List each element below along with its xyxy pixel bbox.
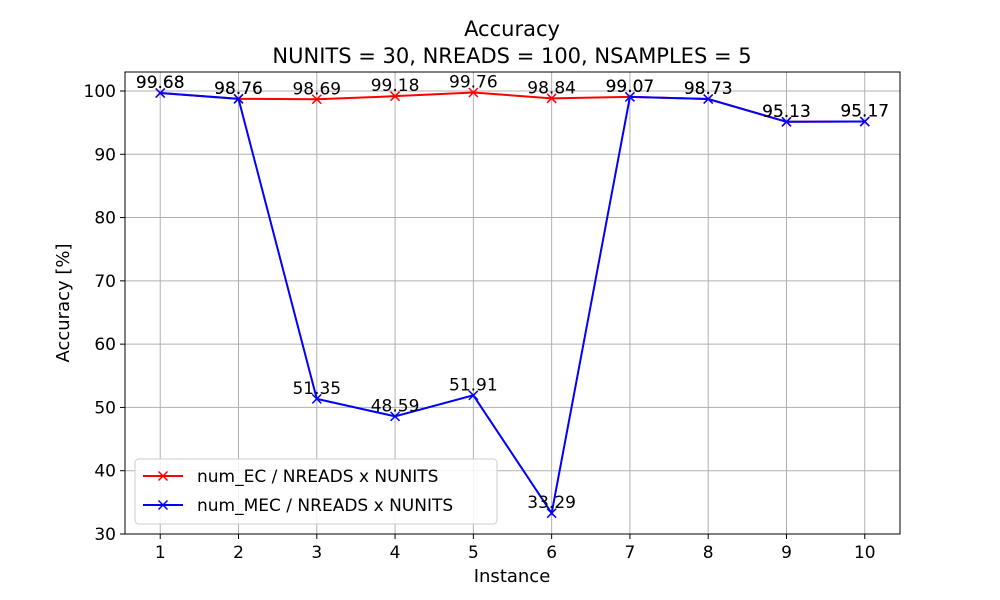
series-group (155, 87, 870, 519)
axis-ticks: 1 2 3 4 5 6 7 8 9 10 30 40 50 60 70 80 90 100 (84, 82, 876, 563)
data-label: 98.73 (684, 79, 733, 99)
x-tick-label: 2 (233, 543, 244, 563)
data-point-marker (390, 411, 401, 422)
series-line-2 (160, 92, 865, 516)
data-label: 95.17 (840, 102, 889, 122)
x-tick-label: 4 (390, 543, 401, 563)
data-point-marker (468, 87, 479, 98)
x-tick-label: 1 (155, 543, 166, 563)
data-point-marker (546, 508, 557, 519)
y-tick-label: 50 (94, 398, 116, 418)
data-label: 48.59 (371, 396, 420, 416)
data-label: 99.18 (371, 76, 420, 96)
series-line-1 (160, 91, 865, 123)
data-label: 99.68 (136, 73, 185, 93)
legend-entry: num_MEC / NREADS x NUNITS (143, 496, 453, 516)
y-tick-label: 60 (94, 335, 116, 355)
data-label: 98.69 (292, 79, 341, 99)
y-tick-label: 90 (94, 145, 116, 165)
y-tick-label: 70 (94, 272, 116, 292)
data-label: 95.13 (762, 102, 811, 122)
x-tick-label: 9 (781, 543, 792, 563)
data-label: 98.73 (684, 79, 733, 99)
data-point-marker (468, 390, 479, 401)
y-axis-label: Accuracy [%] (53, 243, 74, 362)
y-tick-label: 40 (94, 462, 116, 482)
data-point-marker (859, 116, 870, 127)
data-point-marker (311, 393, 322, 404)
plot-frame (124, 71, 901, 535)
legend: num_EC / NREADS x NUNITS num_MEC / NREADS… (134, 458, 498, 525)
data-label: 95.17 (840, 102, 889, 122)
data-point-marker (703, 93, 714, 105)
y-tick-label: 80 (94, 209, 116, 229)
chart-subtitle: NUNITS = 30, NREADS = 100, NSAMPLES = 5 (272, 44, 751, 68)
data-label: 98.76 (214, 79, 263, 99)
x-tick-label: 5 (468, 543, 479, 563)
y-tick-label: 100 (84, 82, 116, 102)
data-label: 51.35 (292, 379, 341, 399)
data-label: 99.76 (449, 73, 498, 93)
legend-box (134, 458, 498, 525)
x-tick-label: 10 (854, 543, 876, 563)
legend-entry: num_EC / NREADS x NUNITS (143, 467, 438, 487)
data-point-marker (155, 87, 166, 99)
data-label: 99.07 (606, 77, 655, 97)
data-point-marker (311, 94, 322, 105)
legend-label: num_EC / NREADS x NUNITS (197, 467, 438, 487)
data-label: 99.68 (136, 73, 185, 93)
data-label: 98.76 (214, 79, 263, 99)
data-point-marker (233, 93, 244, 104)
data-label: 33.29 (527, 493, 576, 513)
data-label: 98.84 (527, 78, 576, 98)
legend-marker (157, 499, 169, 511)
y-tick-label: 30 (94, 525, 116, 545)
data-labels: 99.68 98.76 98.69 99.18 99.76 98.84 99.07 98.73… (136, 73, 889, 514)
x-tick-label: 8 (703, 543, 714, 563)
x-axis-label: Instance (474, 566, 551, 587)
legend-marker (157, 470, 169, 482)
x-tick-label: 6 (546, 543, 557, 563)
data-label: 51.91 (449, 375, 498, 395)
data-point-marker (390, 91, 401, 102)
legend-label: num_MEC / NREADS x NUNITS (197, 496, 453, 516)
data-label: 95.13 (762, 102, 811, 122)
chart-title: Accuracy (464, 17, 560, 41)
x-tick-label: 7 (625, 543, 636, 563)
data-point-marker (781, 116, 792, 127)
data-label: 99.07 (606, 77, 655, 97)
x-tick-label: 3 (311, 543, 322, 563)
data-point-marker (624, 91, 635, 102)
data-point-marker (546, 93, 557, 104)
